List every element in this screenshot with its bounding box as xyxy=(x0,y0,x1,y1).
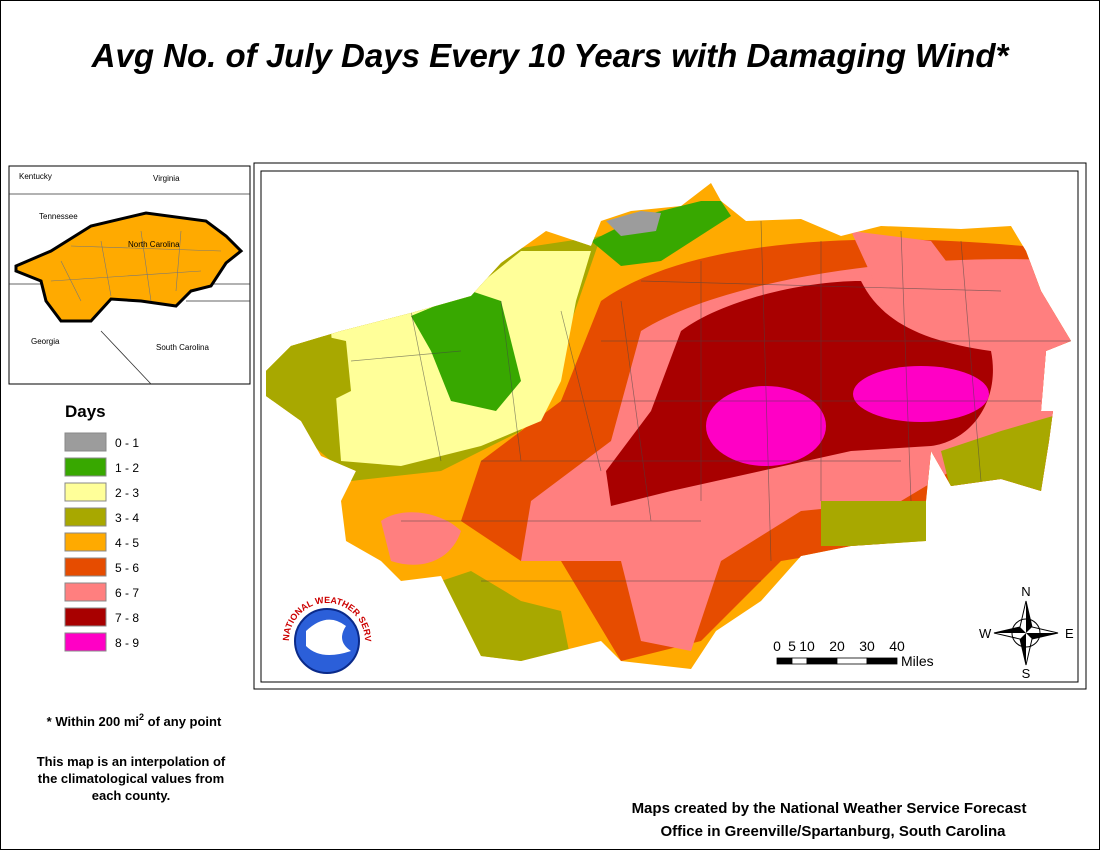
inset-map: Kentucky Virginia Tennessee North Caroli… xyxy=(8,165,251,385)
inset-label: Georgia xyxy=(31,337,60,346)
scale-segment xyxy=(866,657,898,665)
legend-swatch xyxy=(64,432,107,452)
legend-label: 6 - 7 xyxy=(115,586,139,600)
legend-label: 4 - 5 xyxy=(115,536,139,550)
scale-segment xyxy=(806,657,838,665)
legend-swatch xyxy=(64,632,107,652)
legend-label: 5 - 6 xyxy=(115,561,139,575)
legend-label: 1 - 2 xyxy=(115,461,139,475)
zone xyxy=(591,201,731,266)
zone xyxy=(441,571,571,661)
zone xyxy=(853,366,989,422)
footnote: * Within 200 mi2 of any point xyxy=(47,712,222,729)
compass: N S E W xyxy=(979,584,1074,681)
zone xyxy=(821,501,931,546)
scale-segment xyxy=(776,657,793,665)
inset-label: South Carolina xyxy=(156,343,209,352)
legend: Days 0 - 1 1 - 2 2 - 3 3 - 4 4 - 5 5 - 6 6 - 7… xyxy=(64,402,139,652)
zone xyxy=(941,416,1053,501)
inset-region xyxy=(14,211,244,323)
scale-label: 20 xyxy=(829,638,845,654)
compass-w: W xyxy=(979,626,992,641)
credit-line: Office in Greenville/Spartanburg, South … xyxy=(660,823,1006,840)
legend-swatch xyxy=(64,457,107,477)
legend-label: 7 - 8 xyxy=(115,611,139,625)
scale-unit: Miles xyxy=(901,653,934,669)
inset-label: Kentucky xyxy=(19,172,52,181)
inset-label: Tennessee xyxy=(39,212,78,221)
legend-swatch xyxy=(64,607,107,627)
legend-label: 0 - 1 xyxy=(115,436,139,450)
compass-s: S xyxy=(1022,666,1031,681)
zone xyxy=(606,211,661,236)
scale-segment xyxy=(836,657,868,665)
footnote-sup: 2 xyxy=(139,712,144,722)
inset-label: Virginia xyxy=(153,174,180,183)
scale-label: 5 xyxy=(788,638,796,654)
scale-label: 40 xyxy=(889,638,905,654)
scale-label: 10 xyxy=(799,638,815,654)
scale-bar: Miles 0 5 10 20 30 40 xyxy=(773,638,934,669)
title: Avg No. of July Days Every 10 Years with… xyxy=(91,37,1011,74)
zone xyxy=(411,291,521,411)
legend-swatch xyxy=(64,557,107,577)
scale-segment xyxy=(791,657,808,665)
compass-n: N xyxy=(1021,584,1030,599)
note-line: the climatological values from xyxy=(38,771,224,786)
note-line: This map is an interpolation of xyxy=(37,754,226,769)
map-region xyxy=(266,183,1071,669)
legend-swatch xyxy=(64,507,107,527)
credit-line: Maps created by the National Weather Ser… xyxy=(632,800,1027,817)
legend-swatch xyxy=(64,582,107,602)
inset-label: North Carolina xyxy=(128,240,180,249)
legend-label: 3 - 4 xyxy=(115,511,139,525)
legend-label: 8 - 9 xyxy=(115,636,139,650)
zone xyxy=(381,512,461,565)
zone xyxy=(706,386,826,466)
legend-swatch xyxy=(64,532,107,552)
footnote-tail: of any point xyxy=(144,714,222,729)
legend-label: 2 - 3 xyxy=(115,486,139,500)
scale-label: 0 xyxy=(773,638,781,654)
scale-label: 30 xyxy=(859,638,875,654)
legend-title: Days xyxy=(65,402,106,421)
footnote-text: * Within 200 mi xyxy=(47,714,139,729)
compass-e: E xyxy=(1065,626,1074,641)
legend-swatch xyxy=(64,482,107,502)
note-line: each county. xyxy=(92,788,171,803)
